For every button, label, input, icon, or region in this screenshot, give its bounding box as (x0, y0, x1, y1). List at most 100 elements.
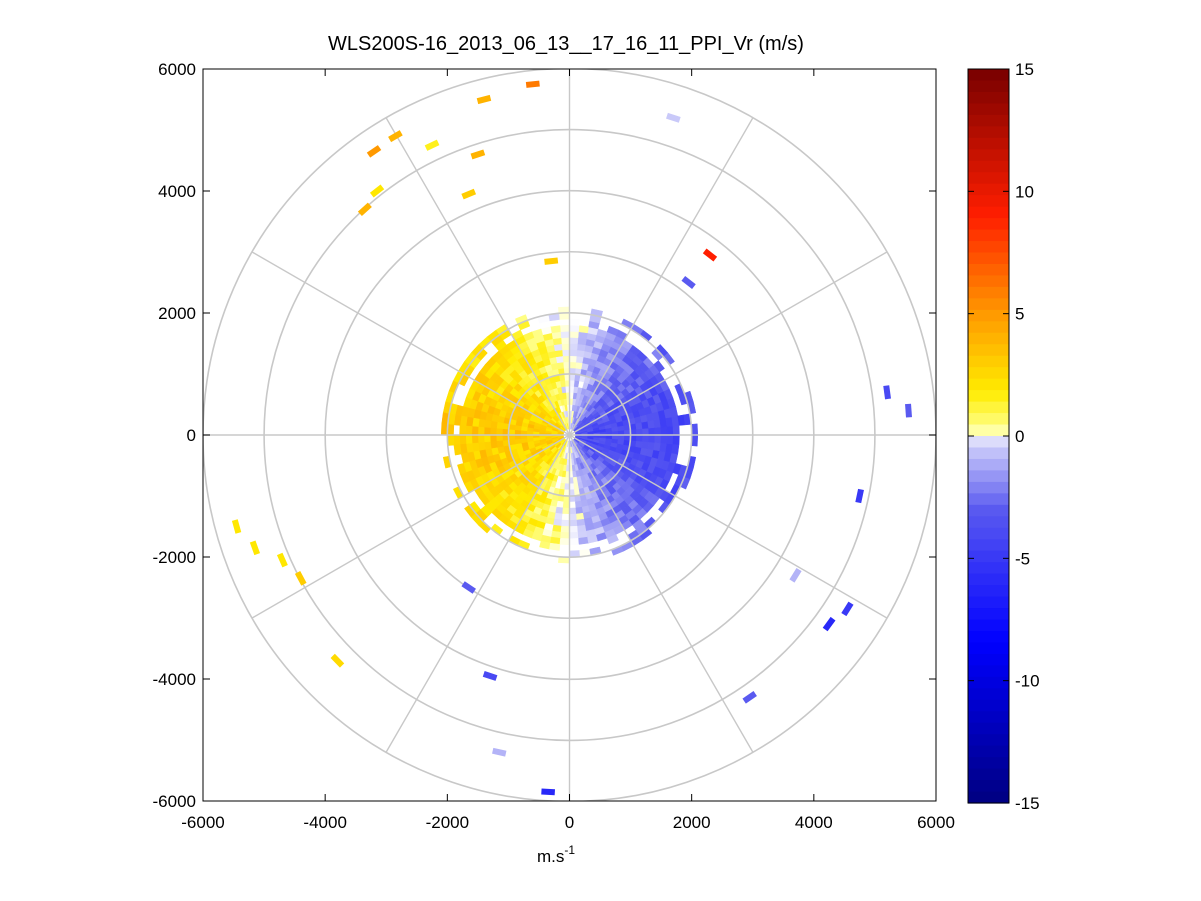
colorbar-segment (968, 367, 1009, 380)
colorbar-segment (968, 275, 1009, 288)
field-cell (569, 483, 575, 491)
colorbar-segment (968, 699, 1009, 712)
field-cell (563, 489, 570, 497)
colorbar-segment (968, 252, 1009, 265)
colorbar-segment (968, 585, 1009, 598)
colorbar-segment (968, 630, 1009, 644)
field-cell (635, 440, 643, 449)
field-cell (642, 427, 650, 436)
field-cell (642, 434, 650, 443)
field-cell (561, 513, 570, 521)
field-cell (564, 379, 570, 387)
colorbar-tick-labels: 15 10 5 0 -5 -10 -15 (968, 60, 1040, 813)
colorbar-segment (968, 447, 1009, 460)
colorbar-segment (968, 103, 1009, 116)
colorbar-tick-label: 0 (1015, 427, 1024, 446)
field-cell (560, 525, 570, 533)
field-cell (569, 361, 577, 369)
grid-spoke (385, 434, 571, 753)
colorbar-segment (968, 286, 1009, 299)
gate-mark (883, 385, 892, 400)
field-cell (471, 434, 479, 444)
field-cell (514, 429, 522, 436)
x-tick-label: 0 (565, 813, 574, 832)
gate-mark (742, 691, 757, 704)
field-cell (575, 355, 584, 364)
field-cell (569, 489, 576, 497)
field-cell (569, 337, 579, 345)
field-cell (666, 425, 674, 436)
field-cell (572, 386, 579, 394)
colorbar-segment (968, 608, 1009, 621)
field-cell (569, 355, 577, 363)
field-cell (648, 427, 656, 436)
gate-mark (294, 571, 307, 586)
grid-spoke (251, 434, 570, 619)
field-cell (617, 429, 625, 436)
colorbar-segment (968, 69, 1009, 82)
field-cell (660, 426, 668, 436)
field-cell (569, 513, 578, 521)
field-cell (560, 531, 570, 539)
gate-mark (541, 788, 556, 796)
field-cell (561, 519, 570, 527)
colorbar-segment (968, 493, 1009, 506)
colorbar-segment (968, 734, 1009, 747)
field-cell (489, 427, 497, 436)
y-tick-label: 4000 (158, 182, 196, 201)
colorbar-segment (968, 527, 1009, 540)
colorbar-segment (968, 665, 1009, 678)
field-cell (569, 349, 578, 357)
field-cell (648, 434, 656, 443)
field-cell (611, 438, 619, 444)
colorbar-segment (968, 206, 1009, 219)
field-cell (569, 531, 579, 539)
field-cell (672, 425, 680, 436)
colorbar-segment (968, 619, 1009, 632)
field-cell (556, 500, 564, 509)
field-cell (562, 361, 570, 369)
colorbar-segment (968, 241, 1009, 254)
gate-mark (461, 188, 477, 200)
colorbar-segment (968, 768, 1009, 781)
field-cell (562, 507, 570, 515)
gate-mark (424, 139, 440, 151)
colorbar-segment (968, 263, 1009, 277)
field-cell (560, 331, 570, 339)
field-cell (671, 443, 680, 455)
field-cell (561, 343, 570, 351)
field-cell (654, 434, 662, 444)
colorbar-tick-label: -10 (1015, 672, 1040, 691)
x-tick-label: -6000 (181, 813, 224, 832)
field-cell (578, 536, 589, 545)
colorbar-segment (968, 688, 1009, 701)
field-cell (496, 421, 504, 430)
colorbar-segment (968, 344, 1009, 357)
field-cell (564, 483, 570, 491)
gate-mark (330, 653, 345, 668)
colorbar-segment (968, 401, 1009, 414)
colorbar-segment (968, 676, 1009, 689)
y-tick-label: -6000 (153, 792, 196, 811)
field-cell (514, 434, 522, 441)
colorbar-segment (968, 332, 1009, 345)
field-cell (606, 534, 619, 545)
gate-mark (492, 747, 507, 757)
colorbar-segment (968, 470, 1009, 483)
grid-spoke (568, 434, 754, 753)
gate-mark (525, 80, 540, 88)
grid-spoke (569, 434, 888, 619)
colorbar-tick-label: -15 (1015, 794, 1040, 813)
colorbar-segment (968, 298, 1009, 311)
colorbar-segment (968, 172, 1009, 185)
colorbar-segment (968, 229, 1009, 242)
colorbar-segment (968, 573, 1009, 586)
field-cell (459, 425, 467, 436)
x-tick-label: -4000 (303, 813, 346, 832)
gate-mark (231, 519, 242, 534)
field-cell (549, 542, 561, 551)
field-cell (520, 426, 528, 432)
field-cell (477, 426, 485, 436)
colorbar-segment (968, 596, 1009, 609)
colorbar-segment (968, 481, 1009, 494)
